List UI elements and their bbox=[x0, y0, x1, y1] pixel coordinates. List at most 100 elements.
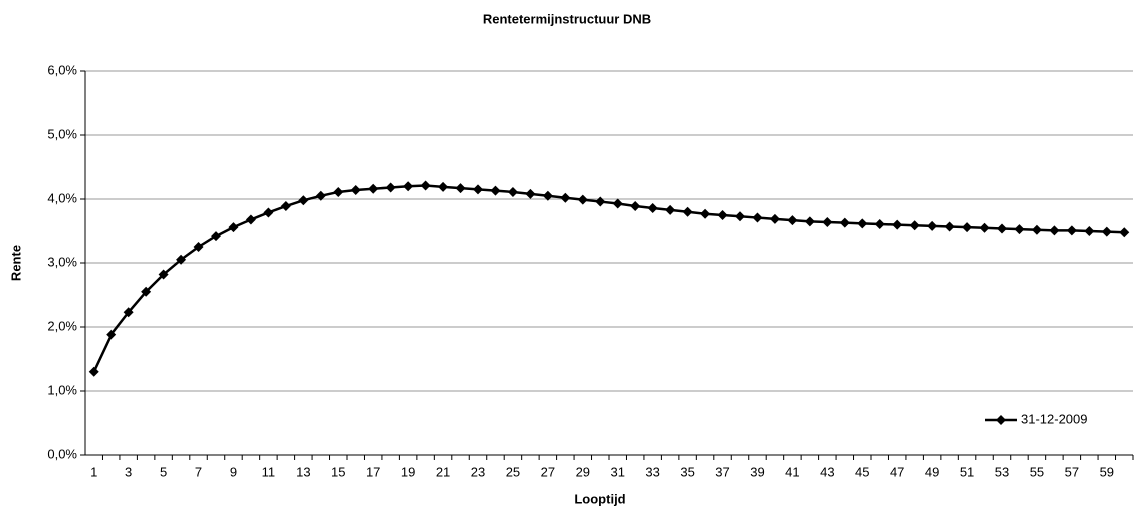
point bbox=[245, 214, 256, 225]
point bbox=[263, 207, 274, 218]
x-tick-label: 51 bbox=[960, 464, 974, 479]
x-tick-label: 43 bbox=[820, 464, 834, 479]
point bbox=[577, 194, 588, 205]
x-tick-label: 37 bbox=[715, 464, 729, 479]
y-tick-label: 5,0% bbox=[47, 126, 77, 141]
point bbox=[700, 208, 711, 219]
point bbox=[560, 192, 571, 203]
y-tick-label: 2,0% bbox=[47, 318, 77, 333]
point bbox=[106, 329, 117, 340]
point bbox=[1066, 225, 1077, 236]
point bbox=[874, 218, 885, 229]
point bbox=[630, 201, 641, 212]
x-tick-label: 15 bbox=[331, 464, 345, 479]
point bbox=[682, 206, 693, 217]
y-tick-label: 3,0% bbox=[47, 254, 77, 269]
point bbox=[1119, 227, 1130, 238]
x-tick-label: 1 bbox=[90, 464, 97, 479]
point bbox=[595, 196, 606, 207]
point bbox=[717, 210, 728, 220]
x-tick-label: 39 bbox=[750, 464, 764, 479]
x-tick-label: 21 bbox=[436, 464, 450, 479]
point bbox=[997, 223, 1007, 234]
y-tick-label: 1,0% bbox=[47, 382, 77, 397]
x-tick-label: 3 bbox=[125, 464, 132, 479]
point bbox=[839, 217, 850, 228]
x-tick-label: 27 bbox=[541, 464, 555, 479]
point bbox=[438, 181, 449, 192]
point bbox=[804, 216, 815, 227]
x-tick-label: 55 bbox=[1030, 464, 1044, 479]
point bbox=[735, 211, 745, 222]
y-axis-label: Rente bbox=[8, 245, 23, 281]
point bbox=[787, 215, 798, 226]
point bbox=[962, 222, 973, 233]
point bbox=[333, 186, 344, 197]
point bbox=[158, 269, 169, 280]
x-tick-label: 11 bbox=[262, 464, 276, 479]
x-tick-label: 29 bbox=[576, 464, 590, 479]
point bbox=[507, 186, 518, 197]
point bbox=[298, 195, 309, 206]
point bbox=[420, 180, 431, 191]
x-tick-label: 59 bbox=[1100, 464, 1114, 479]
point bbox=[647, 202, 658, 213]
x-tick-label: 9 bbox=[230, 464, 237, 479]
x-tick-label: 19 bbox=[401, 464, 415, 479]
x-tick-label: 17 bbox=[366, 464, 380, 479]
x-tick-label: 47 bbox=[890, 464, 904, 479]
point bbox=[455, 183, 466, 194]
point bbox=[1084, 226, 1095, 236]
y-tick-label: 4,0% bbox=[47, 190, 77, 205]
x-tick-label: 45 bbox=[855, 464, 869, 479]
point bbox=[1049, 225, 1060, 236]
point bbox=[665, 204, 676, 215]
legend-label: 31-12-2009 bbox=[1021, 411, 1088, 426]
point bbox=[211, 231, 221, 242]
y-tick-label: 6,0% bbox=[47, 62, 77, 77]
x-tick-label: 5 bbox=[160, 464, 167, 479]
series-line bbox=[92, 184, 1125, 373]
x-tick-label: 31 bbox=[610, 464, 624, 479]
point bbox=[368, 183, 379, 194]
x-tick-label: 33 bbox=[645, 464, 659, 479]
x-tick-label: 49 bbox=[925, 464, 939, 479]
point bbox=[542, 190, 553, 201]
chart-title: Rentetermijnstructuur DNB bbox=[483, 11, 651, 26]
point bbox=[280, 201, 291, 212]
point bbox=[612, 198, 623, 209]
y-tick-label: 0,0% bbox=[47, 446, 77, 461]
point bbox=[315, 190, 326, 201]
point bbox=[857, 218, 868, 229]
point bbox=[141, 286, 152, 297]
point bbox=[1101, 226, 1112, 237]
x-tick-label: 57 bbox=[1065, 464, 1079, 479]
point bbox=[752, 212, 763, 223]
point bbox=[822, 217, 833, 228]
point bbox=[1031, 224, 1042, 235]
point bbox=[473, 184, 483, 195]
legend-marker bbox=[996, 415, 1006, 425]
point bbox=[892, 219, 903, 230]
point bbox=[123, 307, 134, 318]
x-tick-label: 53 bbox=[995, 464, 1009, 479]
point bbox=[944, 221, 955, 232]
x-tick-label: 25 bbox=[506, 464, 520, 479]
point bbox=[403, 181, 414, 192]
point bbox=[927, 220, 938, 231]
point bbox=[979, 222, 990, 233]
point bbox=[385, 182, 396, 193]
x-tick-label: 7 bbox=[195, 464, 202, 479]
point bbox=[525, 188, 536, 199]
point bbox=[909, 220, 920, 231]
point bbox=[228, 222, 239, 233]
x-tick-label: 13 bbox=[296, 464, 310, 479]
x-tick-label: 41 bbox=[785, 464, 799, 479]
point bbox=[490, 185, 501, 196]
point bbox=[176, 254, 187, 265]
point bbox=[769, 213, 780, 224]
x-axis-label: Looptijd bbox=[574, 491, 625, 506]
x-tick-label: 35 bbox=[680, 464, 694, 479]
point bbox=[350, 185, 361, 196]
